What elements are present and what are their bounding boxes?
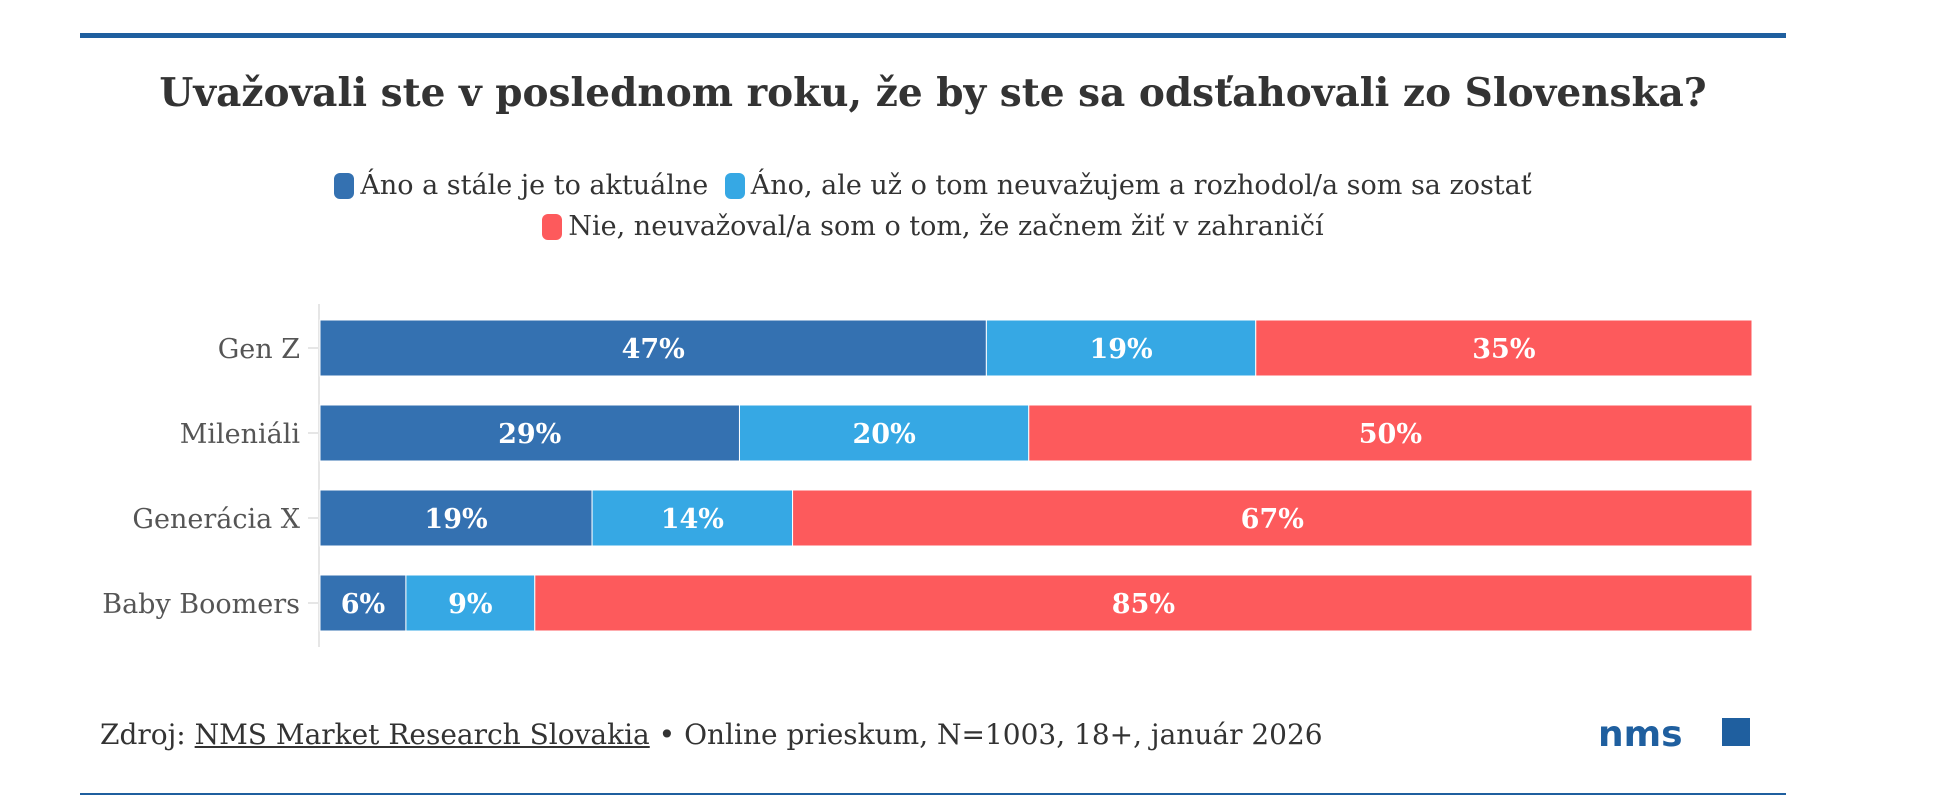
footer-source: Zdroj: NMS Market Research Slovakia • On… [100, 718, 1323, 751]
legend-label-3: Nie, neuvažoval/a som o tom, že začnem ž… [568, 211, 1324, 242]
footer-suffix: • Online prieskum, N=1003, 18+, január 2… [649, 718, 1323, 751]
y-tick-label: Generácia X [132, 504, 300, 535]
data-label: 20% [853, 419, 916, 450]
legend-item-1[interactable]: Áno a stále je to aktuálne [334, 168, 708, 204]
bar-segment [738, 404, 1030, 462]
legend-label-1: Áno a stále je to aktuálne [360, 170, 709, 201]
nms-logo: nms [1598, 718, 1750, 748]
bar-segment [319, 404, 740, 462]
logo-text: nms [1598, 718, 1683, 748]
bar-segment [319, 489, 593, 547]
legend: Áno a stále je to aktuálne Áno, ale už o… [0, 168, 1866, 250]
legend-row-1: Áno a stále je to aktuálne Áno, ale už o… [0, 168, 1866, 209]
legend-swatch-1 [334, 173, 355, 199]
legend-row-2: Nie, neuvažoval/a som o tom, že začnem ž… [0, 209, 1866, 250]
data-label: 9% [448, 589, 492, 620]
data-label: 19% [424, 504, 487, 535]
bar-segment [1255, 319, 1753, 377]
data-label: 85% [1112, 589, 1175, 620]
data-label: 67% [1241, 504, 1304, 535]
y-tick-label: Baby Boomers [102, 589, 300, 620]
bar-segment [591, 489, 794, 547]
y-tick-label: Gen Z [218, 334, 300, 365]
data-label: 35% [1472, 334, 1535, 365]
data-label: 19% [1089, 334, 1152, 365]
bar-segment [985, 319, 1257, 377]
square-icon [1722, 718, 1750, 746]
legend-swatch-2 [724, 173, 745, 199]
bar-segment [792, 489, 1753, 547]
y-tick-label: Mileniáli [180, 419, 301, 450]
legend-swatch-3 [542, 214, 563, 240]
data-label: 47% [622, 334, 685, 365]
legend-item-3[interactable]: Nie, neuvažoval/a som o tom, že začnem ž… [542, 209, 1324, 245]
data-label: 14% [661, 504, 724, 535]
bar-segment [534, 574, 1753, 632]
bar-segment [405, 574, 536, 632]
logo-svg: nms [1598, 718, 1750, 748]
footer-prefix: Zdroj: [100, 718, 195, 751]
data-label: 29% [498, 419, 561, 450]
data-label: 50% [1359, 419, 1422, 450]
data-label: 6% [341, 589, 385, 620]
bottom-rule [80, 793, 1786, 795]
chart-title: Uvažovali ste v poslednom roku, že by st… [159, 70, 1707, 116]
bar-segment [1028, 404, 1753, 462]
legend-item-2[interactable]: Áno, ale už o tom neuvažujem a rozhodol/… [724, 168, 1532, 204]
top-rule [80, 33, 1786, 38]
source-link[interactable]: NMS Market Research Slovakia [194, 718, 650, 751]
legend-label-2: Áno, ale už o tom neuvažujem a rozhodol/… [750, 170, 1532, 201]
